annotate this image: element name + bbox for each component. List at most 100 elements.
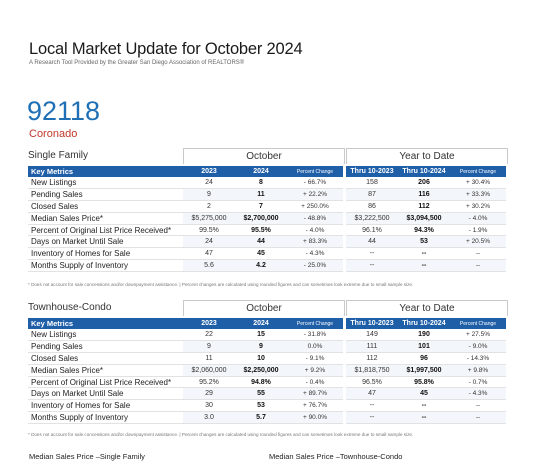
ytd-2024-value: 53 [398,235,450,249]
oct-2023-value: 47 [183,247,235,261]
ytd-2023-value: 149 [346,329,398,341]
ytd-2024-value: $1,997,500 [398,364,450,377]
metric-label: Closed Sales [28,352,183,365]
table-header-row: Key Metrics 2023 2024 Percent Change Thr… [28,318,506,329]
oct-pct-change-value: + 83.3% [287,235,343,249]
oct-2023-value: 29 [183,387,235,401]
oct-pct-change-value: + 9.2% [287,364,343,377]
oct-pct-change-value: - 31.8% [287,329,343,341]
ytd-group-header: Year to Date [346,148,508,164]
october-group-header: October [183,300,345,316]
gap-cell [343,200,346,213]
oct-pct-change-value: + 250.0% [287,200,343,213]
table-row: Inventory of Homes for Sale 30 53 + 76.7% --… [28,399,506,413]
footnote-townhouse: * Does not account for sale concessions … [28,432,414,437]
ytd-2023-value: 111 [346,340,398,353]
metric-label: Inventory of Homes for Sale [28,247,183,261]
metric-label: Closed Sales [28,200,183,213]
ytd-2023-value: -- [346,259,398,273]
gap-cell [343,399,346,412]
oct-2024-value: 53 [235,399,287,413]
oct-2023-value: $2,060,000 [183,364,235,377]
ytd-2023-value: 44 [346,235,398,249]
oct-2024-value: 9 [235,340,287,353]
ytd-pct-change-value: + 27.5% [450,329,506,341]
sf-median-chart-label: Median Sales Price –Single Family [29,452,145,461]
ytd-2023-value: $1,818,750 [346,364,398,377]
gap-cell [343,259,346,272]
ytd-pct-change-value: - 0.7% [450,376,506,389]
ytd-2024-value: 45 [398,387,450,401]
ytd-2024-value: 95.8% [398,376,450,389]
metric-label: Inventory of Homes for Sale [28,399,183,413]
oct-2024-value: 15 [235,329,287,341]
col-gap [343,166,346,177]
ytd-pct-change-value: + 33.3% [450,188,506,201]
col-2024: 2024 [235,166,287,177]
table-row: New Listings 22 15- 31.8% 149 190 + 27.5% [28,329,506,341]
oct-2023-value: 9 [183,188,235,201]
oct-2023-value: 9 [183,340,235,353]
table-row: Closed Sales 11 10- 9.1% 112 96- 14.3% [28,352,506,365]
oct-pct-change-value: + 90.0% [287,411,343,425]
gap-cell [343,340,346,353]
table-row: Percent of Original List Price Received*… [28,224,506,237]
gap-cell [343,387,346,400]
section-label: Townhouse-Condo [28,302,112,313]
ytd-pct-change-value: - 4.0% [450,212,506,225]
ytd-pct-change-value: - 1.9% [450,224,506,237]
oct-2024-value: 55 [235,387,287,401]
ytd-2023-value: 158 [346,177,398,189]
metric-label: Months Supply of Inventory [28,411,183,425]
oct-2023-value: 11 [183,352,235,365]
oct-2024-value: 7 [235,200,287,213]
oct-pct-change-value: - 4.0% [287,224,343,237]
footnote-single-family: * Does not account for sale concessions … [28,282,414,287]
col-pct-change: Percent Change [287,166,343,177]
gap-cell [343,177,346,189]
ytd-pct-change-value: + 9.8% [450,364,506,377]
october-group-header: October [183,148,345,164]
oct-pct-change-value: - 0.4% [287,376,343,389]
metric-label: Months Supply of Inventory [28,259,183,273]
page-subtitle: A Research Tool Provided by the Greater … [29,60,245,66]
ytd-2024-value: -- [398,411,450,425]
ytd-2023-value: -- [346,399,398,413]
col-2023: 2023 [183,166,235,177]
oct-2024-value: $2,700,000 [235,212,287,225]
ytd-group-header: Year to Date [346,300,508,316]
gap-cell [343,235,346,248]
ytd-2024-value: -- [398,399,450,413]
table-row: Percent of Original List Price Received*… [28,376,506,389]
col-thru-2024: Thru 10-2024 [398,166,450,177]
ytd-2024-value: 96 [398,352,450,365]
metric-label: Median Sales Price* [28,364,183,377]
table-header-row: Key Metrics 2023 2024 Percent Change Thr… [28,166,506,177]
table-row: Months Supply of Inventory 5.6 4.2- 25.0% -… [28,259,506,273]
oct-pct-change-value: - 9.1% [287,352,343,365]
metric-label: Median Sales Price* [28,212,183,225]
key-metrics-header: Key Metrics [28,318,183,329]
ytd-pct-change-value: -- [450,399,506,413]
oct-pct-change-value: - 25.0% [287,259,343,273]
ytd-pct-change-value: + 30.4% [450,177,506,189]
oct-pct-change-value: + 89.7% [287,387,343,401]
col-2024: 2024 [235,318,287,329]
oct-2023-value: 2 [183,200,235,213]
ytd-2024-value: -- [398,247,450,261]
oct-2024-value: 8 [235,177,287,189]
ytd-pct-change-value: -- [450,259,506,273]
ytd-2023-value: $3,222,500 [346,212,398,225]
table-row: New Listings 24 8- 66.7% 158 206 + 30.4% [28,177,506,189]
ytd-2024-value: $3,094,500 [398,212,450,225]
oct-2023-value: 24 [183,235,235,249]
ytd-2023-value: -- [346,411,398,425]
oct-2024-value: $2,250,000 [235,364,287,377]
table-row: Pending Sales 9 9 0.0% 111 101- 9.0% [28,340,506,353]
ytd-pct-change-value: - 14.3% [450,352,506,365]
metric-label: Pending Sales [28,188,183,201]
oct-2024-value: 45 [235,247,287,261]
oct-2024-value: 11 [235,188,287,201]
ytd-2024-value: 206 [398,177,450,189]
metric-label: Percent of Original List Price Received* [28,376,183,389]
